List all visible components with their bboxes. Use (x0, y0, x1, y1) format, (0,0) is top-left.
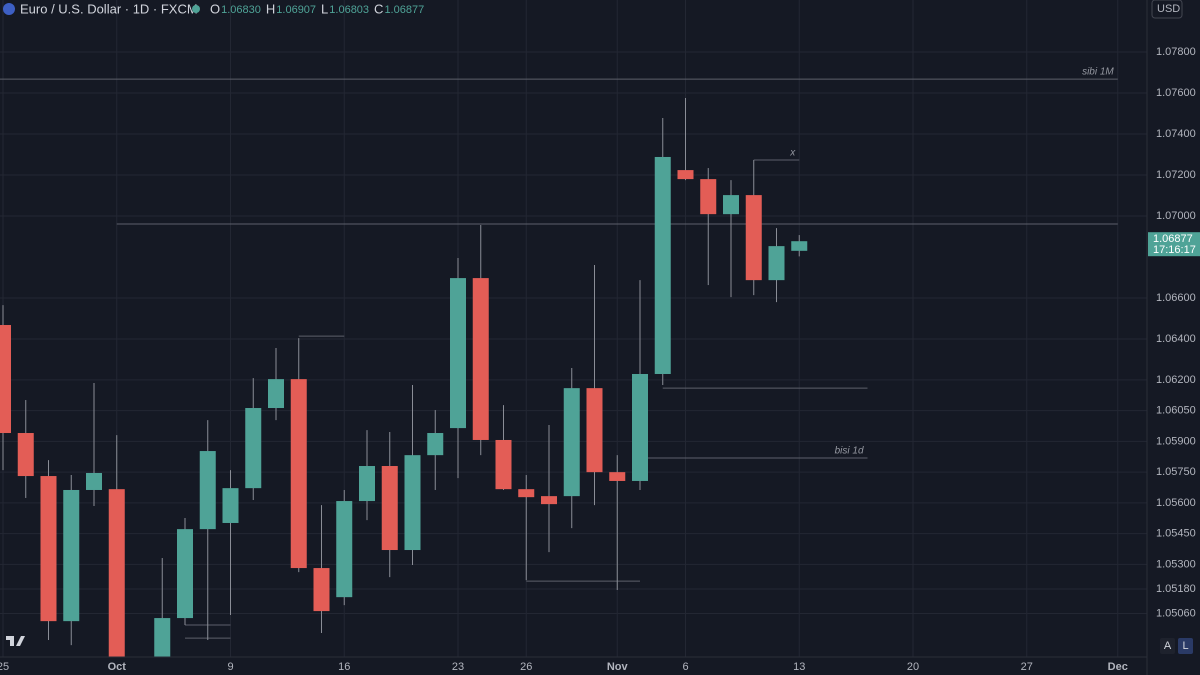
price-tag-countdown: 17:16:17 (1153, 244, 1196, 256)
candle-body (245, 408, 262, 489)
scale-button-label[interactable]: L (1182, 640, 1188, 652)
legend-key: H (266, 1, 275, 16)
x-tick-label: 6 (682, 661, 688, 673)
y-tick-label: 1.05900 (1156, 435, 1196, 447)
scale-button[interactable] (1160, 638, 1175, 654)
legend-key: L (321, 1, 328, 16)
price-tag-value: 1.06877 (1153, 233, 1193, 245)
candle-body (791, 241, 808, 251)
candle-body (404, 455, 421, 551)
candle-body (723, 195, 739, 215)
y-tick-label: 1.05060 (1156, 607, 1196, 619)
candle-body (268, 379, 284, 409)
x-tick-label: 16 (338, 661, 350, 673)
candle-body (472, 278, 489, 440)
x-tick-label: 23 (452, 661, 464, 673)
candle-body (108, 489, 125, 657)
x-tick-label: 27 (1021, 661, 1033, 673)
y-tick-label: 1.05300 (1156, 558, 1196, 570)
candle-body (632, 373, 648, 481)
legend-key: C (374, 1, 383, 16)
candle-body (222, 488, 239, 523)
level-label: sibi 1M (1082, 67, 1114, 78)
y-tick-label: 1.07200 (1156, 169, 1196, 181)
candle-body (199, 451, 216, 530)
ohlc-legend: O 1.06830 H 1.06907 L 1.06803 C 1.06877 (210, 1, 424, 16)
candle-body (290, 379, 307, 569)
y-tick-label: 1.07400 (1156, 128, 1196, 140)
price-tag (1148, 232, 1200, 257)
candle-body (450, 278, 466, 429)
candle-body (17, 433, 34, 477)
candle-body (609, 472, 626, 481)
y-tick-label: 1.06200 (1156, 374, 1196, 386)
candle-body (700, 179, 717, 215)
y-tick-label: 1.06050 (1156, 405, 1196, 417)
candle-body (336, 501, 353, 598)
candle-body (677, 170, 694, 180)
axes: 1.07800 1.07600 1.07400 1.07200 1.07000 1.066… (0, 46, 1200, 673)
candle-body (586, 388, 603, 473)
candle-body (381, 466, 398, 551)
currency-box[interactable] (1151, 0, 1183, 19)
y-tick-label: 1.05600 (1156, 497, 1196, 509)
candle-body (768, 246, 785, 281)
level-label: x (789, 148, 796, 159)
level-label: bisi 1d (835, 446, 864, 457)
y-tick-label: 1.07600 (1156, 87, 1196, 99)
candle-body (177, 529, 193, 619)
y-tick-label: 1.05180 (1156, 583, 1196, 595)
legend-value: 1.06803 (329, 4, 369, 16)
candle-body (359, 466, 375, 502)
candle-body (745, 195, 762, 281)
candle-body (86, 472, 102, 490)
status-dot (192, 5, 200, 13)
candle-body (154, 618, 171, 657)
candle-body (63, 489, 80, 622)
y-tick-label: 1.06600 (1156, 292, 1196, 304)
x-tick-label: 20 (907, 661, 919, 673)
y-tick-label: 1.06400 (1156, 333, 1196, 345)
x-tick-label: Nov (607, 661, 629, 673)
x-tick-label: 9 (227, 661, 233, 673)
candle-body (518, 489, 535, 498)
candle-body (563, 388, 580, 497)
y-tick-label: 1.05450 (1156, 528, 1196, 540)
scale-button-label[interactable]: A (1164, 640, 1172, 652)
currency[interactable]: USD (1157, 3, 1180, 15)
legend-value: 1.06907 (276, 4, 316, 16)
x-tick-label: Oct (108, 661, 127, 673)
legend-value: 1.06877 (384, 4, 424, 16)
legend-key: O (210, 1, 220, 16)
candle-body (495, 439, 512, 490)
candle-body (541, 496, 557, 505)
chart-title: Euro / U.S. Dollar · 1D · FXCM (20, 1, 198, 16)
y-tick-label: 1.05750 (1156, 466, 1196, 478)
tv-logo (6, 636, 25, 646)
candle-body (427, 433, 444, 456)
plot: sibi 1M bisi 1d x (0, 67, 1118, 657)
legend-value: 1.06830 (221, 4, 261, 16)
candle-body (40, 476, 57, 622)
x-tick-label: 13 (793, 661, 805, 673)
symbol-icon (3, 3, 15, 15)
candle-body (313, 568, 330, 612)
scale-button[interactable] (1178, 638, 1193, 654)
x-tick-label: 26 (520, 661, 532, 673)
candle-body (0, 325, 11, 434)
y-tick-label: 1.07000 (1156, 210, 1196, 222)
x-tick-label: Dec (1108, 661, 1128, 673)
x-tick-label: 25 (0, 661, 9, 673)
candle-body (654, 156, 671, 374)
y-tick-label: 1.07800 (1156, 46, 1196, 58)
